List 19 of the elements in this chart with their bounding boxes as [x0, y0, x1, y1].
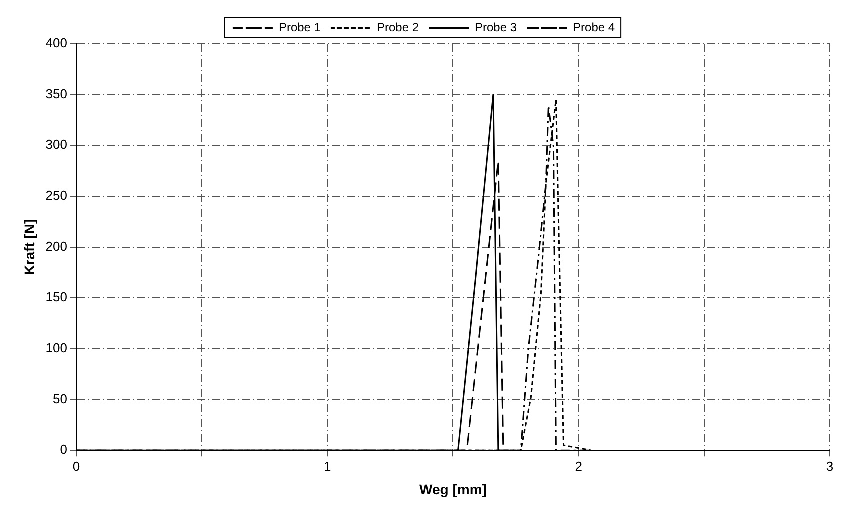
y-tick-label: 100 — [46, 340, 68, 356]
y-tick-label: 50 — [53, 391, 68, 406]
legend-label: Probe 4 — [573, 20, 616, 34]
x-tick-label: 2 — [575, 458, 582, 474]
x-tick-label: 0 — [72, 458, 80, 474]
y-tick-label: 150 — [46, 290, 68, 305]
y-tick-label: 350 — [46, 86, 68, 102]
x-axis-title: Weg [mm] — [420, 481, 487, 498]
y-tick-label: 250 — [46, 188, 68, 204]
x-tick-label: 1 — [324, 458, 332, 474]
y-axis-title: Kraft [N] — [21, 219, 38, 276]
y-tick-label: 300 — [46, 137, 68, 152]
legend-label: Probe 1 — [278, 20, 322, 34]
y-tick-label: 400 — [46, 36, 68, 51]
y-tick-label: 0 — [60, 442, 68, 458]
legend-label: Probe 2 — [376, 20, 420, 34]
legend-label: Probe 3 — [475, 20, 518, 34]
y-tick-label: 200 — [46, 238, 68, 254]
x-tick-label: 3 — [826, 458, 834, 474]
